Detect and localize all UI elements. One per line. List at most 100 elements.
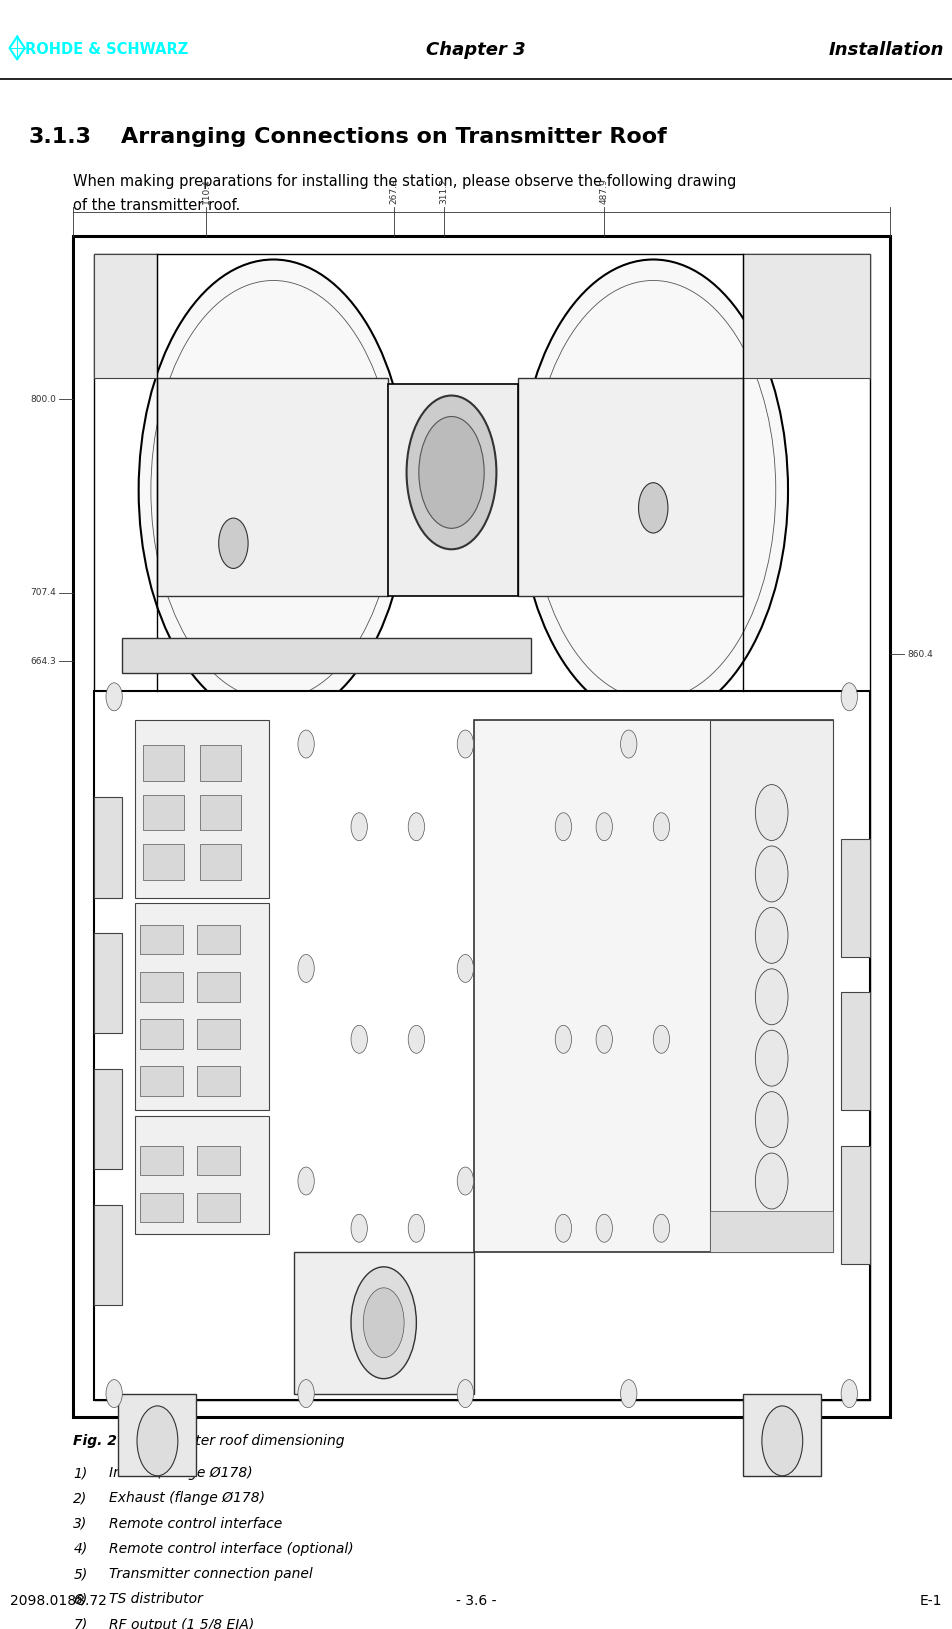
Text: 664.3: 664.3 [30, 656, 56, 666]
Ellipse shape [351, 1025, 367, 1054]
Ellipse shape [139, 259, 408, 720]
Ellipse shape [555, 1025, 571, 1054]
Text: 2098.0188.72: 2098.0188.72 [10, 1593, 107, 1608]
FancyBboxPatch shape [197, 1145, 240, 1175]
FancyBboxPatch shape [122, 637, 530, 673]
FancyBboxPatch shape [200, 795, 241, 831]
Ellipse shape [219, 518, 248, 569]
Text: Remote control interface (optional): Remote control interface (optional) [109, 1541, 354, 1556]
Text: Chapter 3: Chapter 3 [426, 41, 526, 59]
Text: 487.9: 487.9 [600, 178, 608, 204]
Text: 4): 4) [73, 1541, 88, 1556]
Ellipse shape [419, 417, 485, 528]
Ellipse shape [621, 730, 637, 757]
Ellipse shape [351, 1267, 416, 1378]
FancyBboxPatch shape [93, 797, 122, 898]
FancyBboxPatch shape [134, 1116, 269, 1235]
Ellipse shape [639, 482, 668, 533]
FancyBboxPatch shape [93, 254, 157, 378]
Text: 3.1.3: 3.1.3 [29, 127, 91, 147]
FancyBboxPatch shape [93, 691, 870, 1399]
FancyBboxPatch shape [200, 744, 241, 780]
FancyBboxPatch shape [140, 1192, 183, 1222]
FancyBboxPatch shape [197, 925, 240, 955]
Ellipse shape [596, 1214, 612, 1243]
Ellipse shape [755, 785, 788, 841]
Text: Exhaust (flange Ø178): Exhaust (flange Ø178) [109, 1492, 266, 1505]
Text: When making preparations for installing the station, please observe the followin: When making preparations for installing … [73, 174, 737, 189]
FancyBboxPatch shape [157, 378, 387, 596]
FancyBboxPatch shape [197, 1020, 240, 1049]
FancyBboxPatch shape [473, 720, 833, 1251]
Text: 2): 2) [73, 1492, 88, 1505]
FancyBboxPatch shape [140, 925, 183, 955]
Ellipse shape [755, 1153, 788, 1209]
Text: Transmitter connection panel: Transmitter connection panel [109, 1567, 313, 1582]
Ellipse shape [519, 259, 788, 720]
Ellipse shape [457, 1380, 473, 1407]
FancyBboxPatch shape [200, 844, 241, 880]
Ellipse shape [106, 683, 122, 710]
Text: Installation: Installation [829, 41, 944, 59]
Ellipse shape [555, 1214, 571, 1243]
Text: Remote control interface: Remote control interface [109, 1517, 283, 1531]
Ellipse shape [653, 1025, 669, 1054]
Ellipse shape [762, 1406, 803, 1476]
Ellipse shape [755, 907, 788, 963]
FancyBboxPatch shape [710, 1210, 833, 1251]
FancyBboxPatch shape [744, 254, 870, 378]
Text: Arranging Connections on Transmitter Roof: Arranging Connections on Transmitter Roo… [121, 127, 666, 147]
Text: Fig. 2: Fig. 2 [73, 1435, 117, 1448]
Text: ROHDE & SCHWARZ: ROHDE & SCHWARZ [25, 42, 188, 57]
Ellipse shape [621, 1380, 637, 1407]
FancyBboxPatch shape [197, 1192, 240, 1222]
Text: 707.4: 707.4 [30, 588, 56, 598]
FancyBboxPatch shape [842, 992, 870, 1111]
Text: E-1: E-1 [920, 1593, 942, 1608]
Ellipse shape [457, 730, 473, 757]
Ellipse shape [298, 1380, 314, 1407]
Text: Intake (flange Ø178): Intake (flange Ø178) [109, 1466, 253, 1481]
Ellipse shape [407, 396, 496, 549]
FancyBboxPatch shape [134, 720, 269, 898]
FancyBboxPatch shape [140, 1067, 183, 1096]
Ellipse shape [755, 845, 788, 902]
Ellipse shape [351, 813, 367, 841]
Text: Transmitter roof dimensioning: Transmitter roof dimensioning [126, 1435, 345, 1448]
Ellipse shape [364, 1289, 404, 1357]
Text: 110.4: 110.4 [202, 178, 211, 204]
Text: TS distributor: TS distributor [109, 1593, 204, 1606]
FancyBboxPatch shape [842, 1145, 870, 1264]
Text: 6): 6) [73, 1593, 88, 1606]
Text: 1): 1) [73, 1466, 88, 1481]
FancyBboxPatch shape [387, 384, 519, 596]
Text: 267.9: 267.9 [389, 178, 399, 204]
Text: 7): 7) [73, 1618, 88, 1629]
Ellipse shape [596, 1025, 612, 1054]
FancyBboxPatch shape [93, 254, 870, 1399]
Ellipse shape [408, 1025, 425, 1054]
Ellipse shape [457, 955, 473, 982]
FancyBboxPatch shape [197, 973, 240, 1002]
Ellipse shape [842, 683, 858, 710]
FancyBboxPatch shape [197, 1067, 240, 1096]
Text: 860.4: 860.4 [907, 650, 933, 658]
Ellipse shape [653, 813, 669, 841]
Ellipse shape [298, 730, 314, 757]
Text: 5): 5) [73, 1567, 88, 1582]
FancyBboxPatch shape [93, 933, 122, 1033]
FancyBboxPatch shape [710, 720, 833, 1251]
FancyBboxPatch shape [140, 1145, 183, 1175]
Ellipse shape [755, 1030, 788, 1087]
Ellipse shape [408, 1214, 425, 1243]
Ellipse shape [755, 969, 788, 1025]
Text: 800.0: 800.0 [30, 394, 56, 404]
FancyBboxPatch shape [143, 744, 184, 780]
FancyBboxPatch shape [519, 378, 744, 596]
FancyBboxPatch shape [143, 844, 184, 880]
Ellipse shape [755, 1091, 788, 1147]
Ellipse shape [298, 955, 314, 982]
FancyBboxPatch shape [842, 839, 870, 956]
FancyBboxPatch shape [73, 236, 890, 1417]
FancyBboxPatch shape [73, 236, 890, 1417]
